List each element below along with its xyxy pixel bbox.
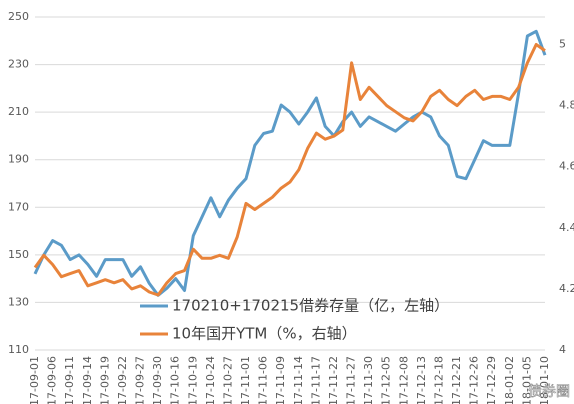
x-tick-label: 17-09-01: [28, 356, 41, 404]
x-tick-label: 17-10-24: [204, 356, 217, 404]
x-tick-label: 17-12-08: [397, 356, 410, 404]
x-tick-label: 17-11-17: [309, 356, 322, 404]
legend-label: 10年国开YTM（%，右轴）: [172, 325, 357, 343]
series-line: [33, 29, 547, 297]
x-tick-label: 17-12-26: [468, 356, 481, 404]
x-tick-label: 17-11-06: [257, 356, 270, 404]
y-tick-label: 170: [8, 200, 29, 213]
x-tick-label: 17-09-06: [46, 356, 59, 404]
x-tick-label: 17-12-21: [450, 356, 463, 404]
x-tick-label: 17-09-19: [98, 356, 111, 404]
y2-tick-label: 5: [559, 37, 566, 50]
x-tick-label: 17-11-27: [345, 356, 358, 404]
x-tick-label: 17-09-11: [63, 356, 76, 404]
y-tick-label: 150: [8, 248, 29, 261]
x-tick-label: 17-09-27: [134, 356, 147, 404]
x-tick-label: 17-11-22: [327, 356, 340, 404]
x-tick-label: 17-10-27: [221, 356, 234, 404]
x-tick-label: 17-12-29: [485, 356, 498, 404]
y2-tick-label: 4.8: [559, 99, 574, 112]
y-tick-label: 250: [8, 10, 29, 23]
x-tick-label: 17-12-18: [432, 356, 445, 404]
x-tick-label: 17-09-22: [116, 356, 129, 404]
watermark: 债券圈: [528, 384, 570, 400]
y-tick-label: 230: [8, 58, 29, 71]
x-tick-label: 17-11-30: [362, 356, 375, 404]
y2-tick-label: 4.6: [559, 160, 574, 173]
y-tick-label: 130: [8, 295, 29, 308]
x-tick-label: 17-09-14: [81, 356, 94, 404]
x-tick-label: 17-09-30: [151, 356, 164, 404]
y2-tick-label: 4: [559, 343, 566, 356]
x-tick-label: 17-12-05: [380, 356, 393, 404]
legend-label: 170210+170215借券存量（亿，左轴）: [172, 297, 449, 315]
x-tick-label: 17-10-16: [169, 356, 182, 404]
x-tick-label: 17-11-09: [274, 356, 287, 404]
y-tick-label: 110: [8, 343, 29, 356]
x-tick-label: 17-10-19: [186, 356, 199, 404]
x-tick-label: 18-01-02: [503, 356, 516, 404]
y-tick-label: 190: [8, 153, 29, 166]
y-tick-label: 210: [8, 105, 29, 118]
y2-tick-label: 4.4: [559, 221, 574, 234]
y2-tick-label: 4.2: [559, 282, 574, 295]
x-tick-label: 18-01-05: [520, 356, 533, 404]
x-tick-label: 17-11-01: [239, 356, 252, 404]
x-tick-label: 17-12-13: [415, 356, 428, 404]
x-tick-label: 18-01-10: [538, 356, 551, 404]
series-line: [33, 43, 546, 297]
x-tick-label: 17-11-14: [292, 356, 305, 404]
